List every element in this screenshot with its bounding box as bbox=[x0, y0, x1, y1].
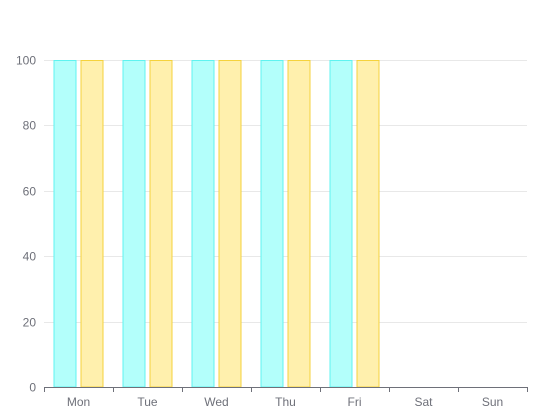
grid-lines bbox=[44, 60, 527, 323]
bars bbox=[53, 60, 380, 388]
x-tick-label: Sun bbox=[482, 395, 503, 409]
bar-thu-series-2[interactable] bbox=[287, 60, 311, 388]
y-tick-label: 40 bbox=[23, 250, 37, 264]
bar-wed-series-1[interactable] bbox=[191, 60, 215, 388]
x-tick-label: Mon bbox=[67, 395, 90, 409]
y-tick-label: 20 bbox=[23, 316, 37, 330]
bar-tue-series-2[interactable] bbox=[149, 60, 173, 388]
x-tick-label: Fri bbox=[348, 395, 362, 409]
x-tick-label: Thu bbox=[275, 395, 296, 409]
bar-mon-series-2[interactable] bbox=[80, 60, 104, 388]
y-tick-label: 0 bbox=[29, 381, 36, 395]
tick-labels: 0 20 40 60 80 100 Mon Tue Wed Thu Fri Sat Sun bbox=[16, 54, 503, 410]
bar-tue-series-1[interactable] bbox=[122, 60, 146, 388]
x-tick-label: Wed bbox=[204, 395, 228, 409]
y-tick-label: 60 bbox=[23, 185, 37, 199]
x-tick-label: Sat bbox=[414, 395, 433, 409]
y-tick-label: 80 bbox=[23, 119, 37, 133]
bar-fri-series-2[interactable] bbox=[356, 60, 380, 388]
y-tick-label: 100 bbox=[16, 54, 36, 68]
bar-mon-series-1[interactable] bbox=[53, 60, 77, 388]
x-tick-label: Tue bbox=[137, 395, 158, 409]
bar-wed-series-2[interactable] bbox=[218, 60, 242, 388]
bar-fri-series-1[interactable] bbox=[329, 60, 353, 388]
axes bbox=[44, 387, 528, 392]
bar-thu-series-1[interactable] bbox=[260, 60, 284, 388]
